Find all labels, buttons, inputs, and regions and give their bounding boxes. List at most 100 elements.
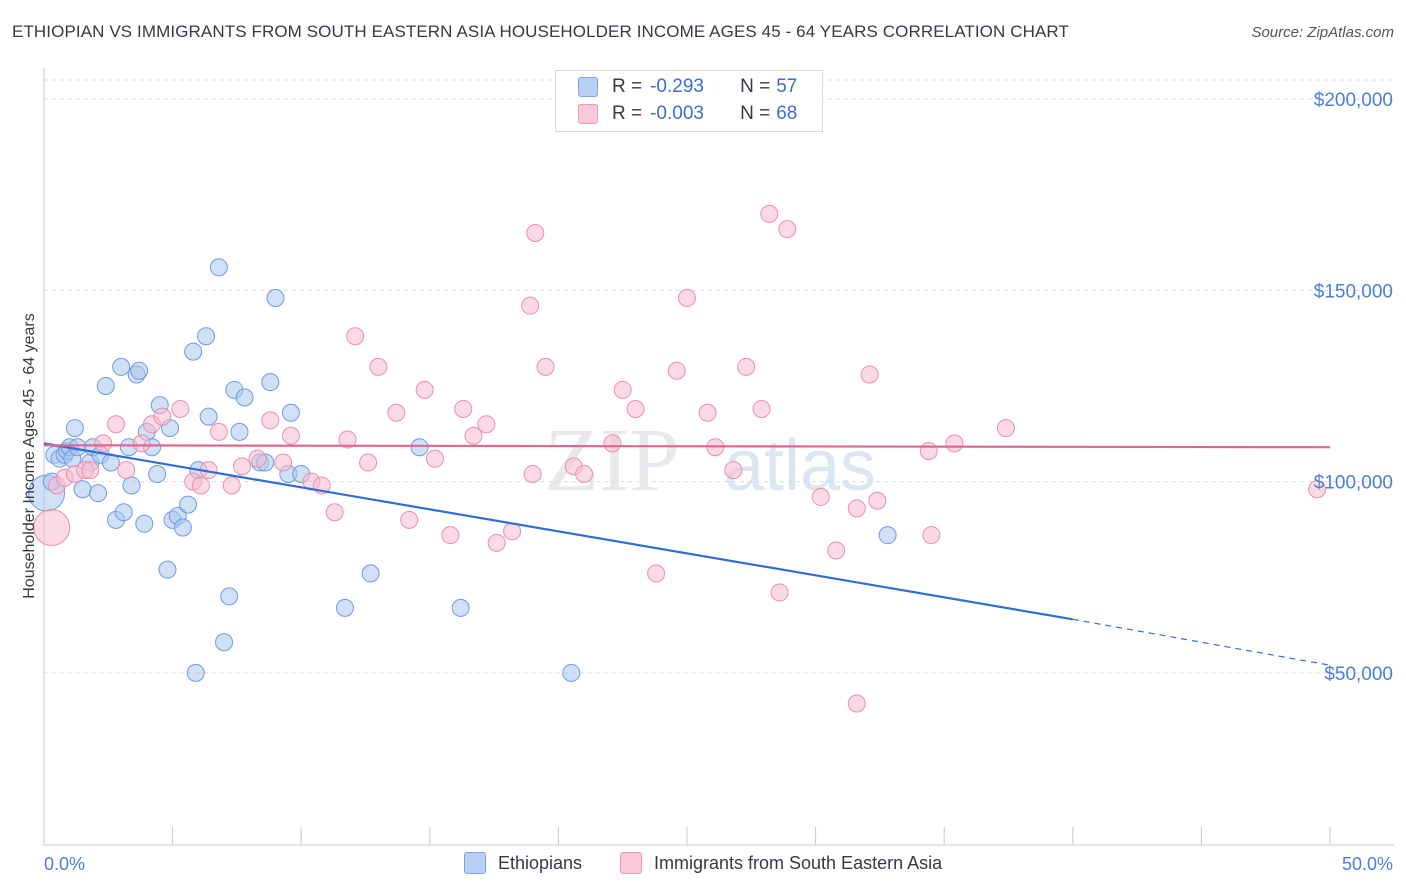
y-tick-label: $150,000 — [1314, 281, 1393, 302]
data-point — [94, 434, 113, 453]
data-point — [186, 663, 205, 682]
y-axis-label: Householder Income Ages 45 - 64 years — [21, 313, 38, 599]
grid-lines — [44, 79, 1394, 674]
data-point — [261, 373, 280, 392]
trend-line-immigrants — [43, 444, 1331, 449]
legend-swatch-blue — [578, 77, 598, 97]
axes — [43, 68, 1394, 846]
data-point — [521, 296, 540, 315]
data-point — [261, 411, 280, 430]
y-tick-labels: $50,000 $100,000 $150,000 $200,000 — [1314, 90, 1393, 685]
data-point — [667, 361, 686, 380]
data-point — [477, 415, 496, 434]
data-point — [451, 598, 470, 617]
y-tick-label: $100,000 — [1314, 473, 1393, 494]
watermark-atlas: atlas — [724, 426, 876, 506]
data-point — [369, 357, 388, 376]
data-point — [179, 495, 198, 514]
legend-row-ethiopians: R = -0.293 N = 57 — [578, 75, 797, 99]
trend-lines — [43, 442, 1331, 666]
data-point — [132, 434, 151, 453]
data-point — [73, 480, 92, 499]
data-point — [770, 583, 789, 602]
bottom-legend-swatch-blue — [464, 852, 486, 874]
data-point — [117, 461, 136, 480]
legend-n-value: 68 — [776, 103, 798, 124]
trend-line-ethiopians — [43, 442, 1073, 621]
data-point — [425, 449, 444, 468]
data-point — [148, 464, 167, 483]
trend-line-ethiopians-extension — [1072, 618, 1331, 666]
legend-r-label: R = — [612, 103, 643, 124]
data-point — [215, 633, 234, 652]
data-point — [827, 541, 846, 560]
bottom-legend-swatch-pink — [620, 852, 642, 874]
data-point — [220, 587, 239, 606]
legend-r-value: -0.003 — [650, 103, 704, 124]
data-point — [335, 598, 354, 617]
data-point — [778, 220, 797, 239]
data-point — [678, 289, 696, 308]
data-point — [89, 484, 108, 503]
data-point — [647, 564, 666, 583]
data-point — [441, 526, 460, 545]
data-point — [454, 399, 473, 418]
data-point — [464, 426, 483, 445]
data-point — [603, 434, 622, 453]
data-point — [410, 438, 429, 457]
bottom-legend-ethiopians: Ethiopians — [464, 852, 582, 874]
data-point — [114, 503, 133, 522]
data-point — [65, 419, 84, 438]
bottom-legend-label: Ethiopians — [498, 852, 583, 873]
legend-n-label: N = — [740, 76, 771, 97]
data-point — [847, 694, 866, 713]
data-point — [996, 419, 1015, 438]
data-point — [878, 526, 897, 545]
data-point — [184, 342, 203, 361]
bottom-legend-label: Immigrants from South Eastern Asia — [654, 852, 943, 873]
data-point — [536, 357, 555, 376]
data-point — [135, 514, 154, 533]
data-point — [523, 464, 542, 483]
chart-title: ETHIOPIAN VS IMMIGRANTS FROM SOUTH EASTE… — [12, 22, 1069, 41]
data-point — [248, 449, 267, 468]
data-point — [387, 403, 406, 422]
data-point — [868, 491, 887, 510]
data-point — [698, 403, 717, 422]
x-tick-label: 50.0% — [1342, 854, 1393, 874]
data-point — [233, 457, 252, 476]
data-point — [919, 442, 938, 461]
legend-swatch-pink — [578, 104, 598, 124]
data-point — [737, 357, 756, 376]
legend-box: R = -0.293 N = 57 R = -0.003 N = 68 — [555, 70, 823, 132]
data-point — [274, 453, 293, 472]
data-point — [197, 327, 216, 346]
data-point — [153, 407, 172, 426]
data-point — [158, 560, 177, 579]
watermark-zip: ZIP — [545, 411, 680, 510]
legend-r-value: -0.293 — [650, 76, 704, 97]
data-point — [209, 258, 228, 277]
data-point — [222, 476, 241, 495]
data-point — [922, 526, 941, 545]
data-point — [613, 380, 632, 399]
data-point — [112, 357, 131, 376]
data-point — [96, 377, 115, 395]
data-point — [235, 388, 254, 407]
legend-row-immigrants: R = -0.003 N = 68 — [578, 102, 797, 126]
data-point — [281, 403, 300, 422]
data-point — [752, 399, 771, 418]
x-tick-label: 0.0% — [44, 854, 85, 874]
data-point — [415, 380, 434, 399]
data-point — [122, 476, 141, 495]
data-point — [346, 327, 365, 346]
data-point — [199, 407, 218, 426]
data-point — [361, 564, 380, 583]
data-point — [33, 509, 71, 547]
data-point — [230, 422, 249, 441]
data-point — [338, 430, 357, 449]
x-tick-labels: 0.0% 50.0% — [44, 854, 1393, 874]
data-point — [359, 453, 378, 472]
series-immigrants-sea — [33, 204, 1327, 713]
